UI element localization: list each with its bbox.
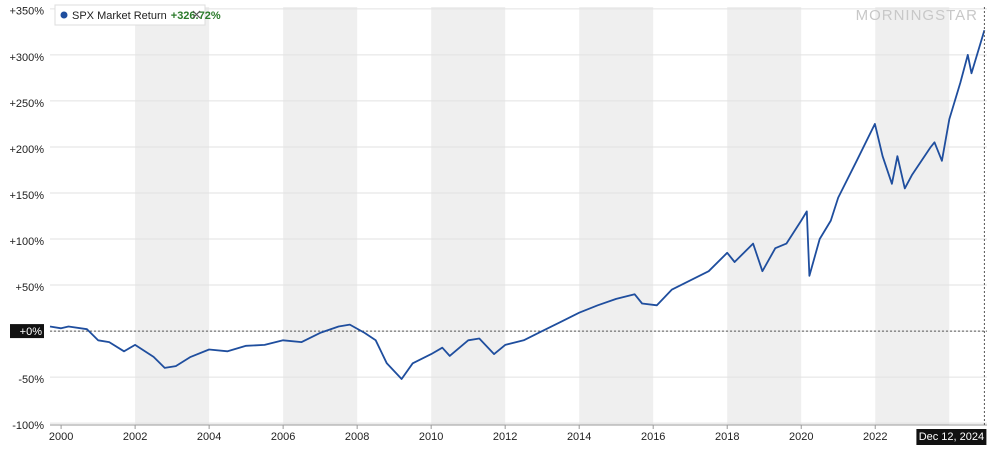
y-tick-label: +100% (9, 236, 44, 248)
y-tick-label: +350% (9, 6, 44, 18)
x-tick-label: 2018 (715, 431, 739, 443)
x-tick-label: 2020 (789, 431, 813, 443)
legend-name: SPX Market Return (72, 10, 167, 22)
cursor-label: Dec 12, 2024 (919, 431, 984, 443)
y-tick-label: +150% (9, 190, 44, 202)
year-band (283, 7, 358, 425)
reference-badge (10, 324, 44, 339)
x-tick-label: 2014 (567, 431, 591, 443)
y-tick-label: +200% (9, 144, 44, 156)
legend-box (54, 4, 206, 26)
y-tick-label: -100% (12, 420, 44, 432)
year-band (431, 7, 506, 425)
y-tick-label: -50% (18, 374, 44, 386)
x-tick-label: 2016 (641, 431, 665, 443)
x-tick-label: 2004 (197, 431, 221, 443)
cursor-badge (916, 429, 987, 445)
legend-swatch (60, 11, 68, 19)
y-tick-label: +250% (9, 98, 44, 110)
x-tick-label: 2008 (345, 431, 369, 443)
x-tick-label: 2010 (419, 431, 443, 443)
series-line (49, 30, 986, 380)
year-band (875, 7, 950, 425)
year-band (579, 7, 654, 425)
legend-close[interactable] (192, 10, 201, 19)
x-tick-label: 2006 (271, 431, 295, 443)
y-tick-label: +50% (16, 282, 45, 294)
reference-label: +0% (20, 326, 43, 338)
brand-logo: MORNINGSTAR (856, 7, 978, 24)
x-tick-label: 2012 (493, 431, 517, 443)
x-tick-label: 2000 (49, 431, 73, 443)
y-tick-label: +300% (9, 52, 44, 64)
year-band (135, 7, 210, 425)
x-tick-label: 2022 (863, 431, 887, 443)
x-tick-label: 2002 (123, 431, 147, 443)
year-band (727, 7, 802, 425)
